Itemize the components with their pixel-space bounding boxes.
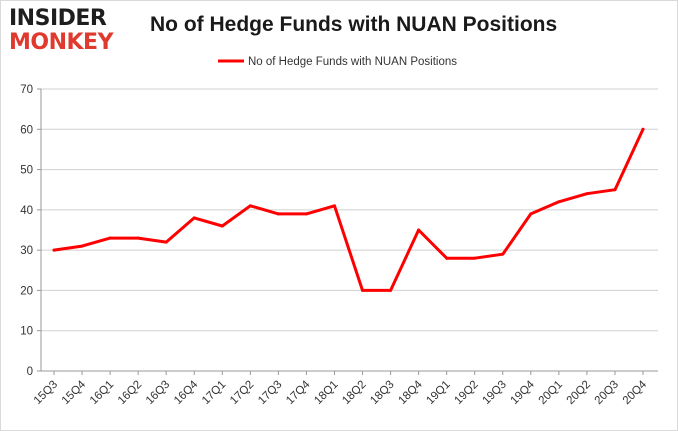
x-tick-labels: 15Q3 15Q4 16Q1 16Q2 16Q3 16Q4 17Q1 17Q2 17Q3 17Q4…: [32, 378, 650, 407]
logo-line-bottom: MONKEY: [9, 30, 114, 55]
axis-layer: [37, 88, 658, 375]
x-tick-label: 20Q1: [537, 379, 565, 407]
data-point: [389, 288, 393, 292]
data-point: [529, 212, 533, 216]
x-tick-label: 17Q1: [200, 379, 228, 407]
legend: No of Hedge Funds with NUAN Positions: [218, 56, 457, 68]
x-tick-label: 17Q2: [228, 379, 256, 407]
data-point: [557, 200, 561, 204]
x-tick-label: 18Q1: [312, 379, 340, 407]
data-point: [136, 236, 140, 240]
x-tick-label: 19Q3: [480, 379, 508, 407]
x-tick-label: 20Q2: [565, 379, 593, 407]
x-tick-label: 18Q4: [396, 378, 425, 407]
series-line-0: [52, 127, 645, 292]
y-tick-label: 50: [20, 165, 33, 177]
x-tick-label: 18Q3: [368, 379, 396, 407]
data-point: [445, 256, 449, 260]
x-tick-label: 17Q3: [256, 379, 284, 407]
data-point: [304, 212, 308, 216]
data-point: [276, 212, 280, 216]
x-tick-label: 16Q3: [144, 379, 172, 407]
y-tick-label: 20: [20, 285, 33, 297]
x-tick-label: 17Q4: [284, 378, 313, 407]
y-tick-label: 60: [20, 124, 33, 136]
x-tick-label: 20Q4: [621, 378, 650, 407]
y-tick-label: 10: [20, 326, 33, 338]
chart-title: No of Hedge Funds with NUAN Positions: [150, 13, 558, 36]
x-tick-label: 18Q2: [340, 379, 368, 407]
data-point: [192, 216, 196, 220]
insider-monkey-logo: INSIDER MONKEY: [9, 6, 129, 56]
grid-layer: [41, 88, 658, 332]
data-point: [108, 236, 112, 240]
data-point: [613, 188, 617, 192]
y-tick-label: 30: [20, 245, 33, 257]
x-tick-label: 19Q1: [424, 379, 452, 407]
data-point: [361, 288, 365, 292]
data-point: [641, 127, 645, 131]
x-tick-label: 15Q4: [60, 378, 89, 407]
data-point: [248, 204, 252, 208]
y-tick-label: 0: [27, 366, 33, 378]
data-point: [473, 256, 477, 260]
y-tick-label: 40: [20, 205, 33, 217]
y-tick-labels: 0 10 20 30 40 50 60 70: [20, 84, 33, 378]
x-tick-label: 15Q3: [32, 379, 60, 407]
x-tick-label: 20Q3: [593, 379, 621, 407]
data-point: [417, 228, 421, 232]
x-tick-label: 19Q2: [452, 379, 480, 407]
x-tick-label: 16Q4: [172, 378, 201, 407]
series-layer: [52, 127, 645, 292]
legend-label: No of Hedge Funds with NUAN Positions: [248, 56, 457, 68]
data-point: [164, 240, 168, 244]
logo-line-top: INSIDER: [9, 6, 107, 31]
data-point: [501, 252, 505, 256]
y-tick-label: 70: [20, 84, 33, 96]
data-point: [585, 192, 589, 196]
data-point: [220, 224, 224, 228]
data-point: [80, 244, 84, 248]
x-tick-label: 16Q2: [116, 379, 144, 407]
x-tick-label: 16Q1: [88, 379, 116, 407]
data-point: [52, 248, 56, 252]
data-point: [332, 204, 336, 208]
x-tick-label: 19Q4: [509, 378, 538, 407]
